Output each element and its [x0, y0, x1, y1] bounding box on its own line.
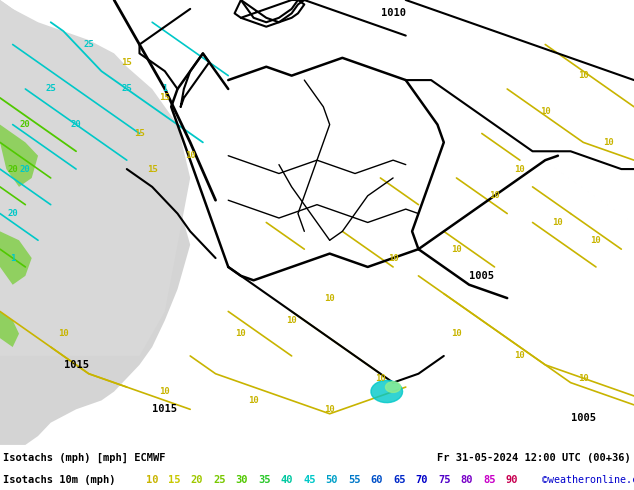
Text: 25: 25: [46, 84, 56, 94]
Text: 15: 15: [160, 94, 170, 102]
Text: 1005: 1005: [469, 271, 495, 281]
Text: 45: 45: [303, 475, 316, 485]
Text: Isotachs 10m (mph): Isotachs 10m (mph): [3, 475, 115, 485]
Text: 10: 10: [249, 396, 259, 405]
Polygon shape: [0, 0, 190, 356]
Text: Isotachs (mph) [mph] ECMWF: Isotachs (mph) [mph] ECMWF: [3, 453, 165, 463]
Text: 35: 35: [258, 475, 271, 485]
Text: 15: 15: [168, 475, 181, 485]
Text: 90: 90: [506, 475, 518, 485]
Text: 10: 10: [388, 253, 398, 263]
Text: 25: 25: [84, 40, 94, 49]
Text: 75: 75: [438, 475, 451, 485]
Text: 85: 85: [483, 475, 496, 485]
Text: 70: 70: [416, 475, 428, 485]
Text: 10: 10: [489, 191, 500, 200]
Text: 10: 10: [325, 294, 335, 303]
Text: 10: 10: [553, 218, 563, 227]
Polygon shape: [0, 124, 38, 187]
Polygon shape: [371, 380, 403, 403]
Text: 25: 25: [213, 475, 226, 485]
Text: 1015: 1015: [63, 360, 89, 370]
Text: 50: 50: [326, 475, 339, 485]
Text: 20: 20: [8, 165, 18, 173]
Text: 80: 80: [461, 475, 473, 485]
Text: 1: 1: [10, 253, 15, 263]
Polygon shape: [0, 312, 19, 347]
Polygon shape: [0, 0, 190, 445]
Text: 30: 30: [236, 475, 249, 485]
Text: 40: 40: [281, 475, 294, 485]
Text: 10: 10: [578, 374, 588, 383]
Text: 65: 65: [393, 475, 406, 485]
Text: 10: 10: [375, 374, 385, 383]
Text: ©weatheronline.co.uk: ©weatheronline.co.uk: [542, 475, 634, 485]
Text: 10: 10: [325, 405, 335, 414]
Text: 1: 1: [162, 84, 167, 94]
Text: 10: 10: [185, 151, 195, 160]
Text: 10: 10: [451, 245, 462, 254]
Text: 10: 10: [515, 351, 525, 361]
Text: 10: 10: [578, 71, 588, 80]
Text: 10: 10: [160, 387, 170, 396]
Text: 1010: 1010: [380, 8, 406, 18]
Text: 10: 10: [146, 475, 158, 485]
Text: 15: 15: [147, 165, 157, 173]
Text: 10: 10: [515, 165, 525, 173]
Polygon shape: [385, 382, 401, 392]
Text: 10: 10: [287, 316, 297, 325]
Text: 15: 15: [134, 129, 145, 138]
Polygon shape: [0, 231, 32, 285]
Text: 25: 25: [122, 84, 132, 94]
Text: 15: 15: [122, 58, 132, 67]
Text: 10: 10: [591, 236, 601, 245]
Text: 1005: 1005: [571, 413, 596, 423]
Text: 10: 10: [604, 138, 614, 147]
Text: 55: 55: [348, 475, 361, 485]
Text: Fr 31-05-2024 12:00 UTC (00+36): Fr 31-05-2024 12:00 UTC (00+36): [437, 453, 631, 463]
Text: 60: 60: [371, 475, 383, 485]
Text: 20: 20: [71, 120, 81, 129]
Text: 20: 20: [8, 209, 18, 218]
Text: 10: 10: [236, 329, 246, 338]
Text: 1015: 1015: [152, 404, 178, 415]
Text: 10: 10: [58, 329, 68, 338]
Text: 20: 20: [191, 475, 204, 485]
Text: 10: 10: [540, 107, 550, 116]
Text: 10: 10: [451, 329, 462, 338]
Text: 20: 20: [20, 165, 30, 173]
Text: 20: 20: [20, 120, 30, 129]
